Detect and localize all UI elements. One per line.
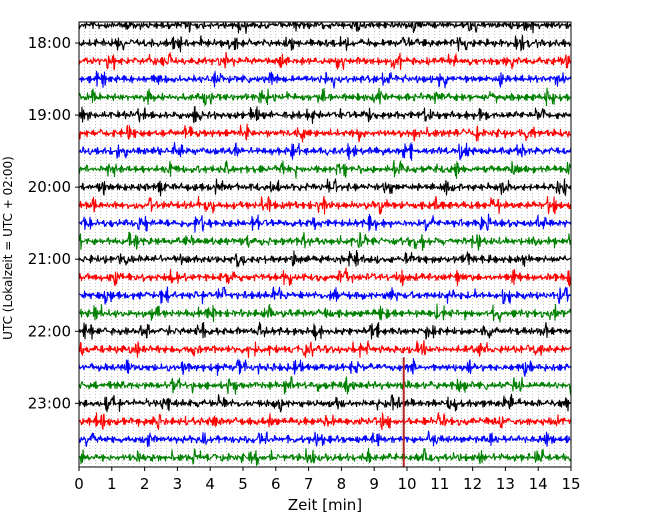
seismic-trace	[78, 34, 572, 53]
seismic-trace	[78, 393, 572, 413]
x-tick-label: 13	[496, 475, 515, 493]
seismic-trace	[78, 195, 572, 215]
x-tick-label: 6	[271, 475, 281, 493]
x-tick-label: 5	[238, 475, 248, 493]
seismic-trace	[78, 142, 572, 161]
seismic-traces	[78, 22, 572, 467]
x-tick-label: 9	[369, 475, 379, 493]
seismic-trace	[78, 178, 572, 197]
seismic-trace	[78, 231, 572, 251]
seismic-trace	[78, 303, 572, 323]
seismic-trace	[78, 70, 572, 89]
y-axis-ticks: 18:00 19:00 20:00 21:00 22:00 23:00	[28, 34, 79, 412]
seismic-trace	[78, 159, 572, 179]
y-tick-label: 18:00	[28, 34, 71, 52]
seismic-trace	[78, 213, 572, 233]
seismic-trace	[78, 412, 572, 431]
x-tick-label: 8	[337, 475, 347, 493]
x-tick-label: 1	[107, 475, 117, 493]
x-tick-label: 14	[529, 475, 548, 493]
x-tick-label: 0	[74, 475, 84, 493]
y-tick-label: 23:00	[28, 394, 71, 412]
seismic-trace	[78, 267, 572, 287]
x-axis-label: Zeit [min]	[288, 496, 362, 514]
seismic-trace	[78, 123, 572, 143]
y-tick-label: 22:00	[28, 322, 71, 340]
seismic-trace	[78, 430, 572, 448]
y-tick-label: 20:00	[28, 178, 71, 196]
seismic-trace	[78, 250, 572, 268]
x-tick-label: 11	[430, 475, 449, 493]
seismic-trace	[78, 87, 572, 107]
x-tick-label: 7	[304, 475, 314, 493]
seismic-trace	[78, 447, 572, 467]
x-tick-label: 4	[205, 475, 215, 493]
seismic-trace	[78, 376, 572, 395]
seismic-trace	[78, 340, 572, 359]
x-tick-label: 10	[397, 475, 416, 493]
seismic-trace	[78, 358, 572, 377]
x-axis-ticks: 0 1 2 3 4 5 6 7 8 9 10 11 12 13 14 15	[74, 467, 581, 493]
y-axis-label: UTC (Lokalzeit = UTC + 02:00)	[1, 156, 15, 340]
plot-frame	[78, 21, 572, 468]
grid	[84, 22, 566, 467]
seismic-trace	[78, 286, 572, 305]
x-tick-label: 3	[173, 475, 183, 493]
seismic-trace	[78, 105, 572, 125]
x-tick-label: 12	[463, 475, 482, 493]
x-tick-label: 15	[561, 475, 580, 493]
seismic-trace	[78, 22, 572, 34]
seismic-trace	[78, 51, 572, 71]
x-tick-label: 2	[140, 475, 150, 493]
seismic-trace	[78, 321, 572, 341]
y-tick-label: 19:00	[28, 106, 71, 124]
y-tick-label: 21:00	[28, 250, 71, 268]
